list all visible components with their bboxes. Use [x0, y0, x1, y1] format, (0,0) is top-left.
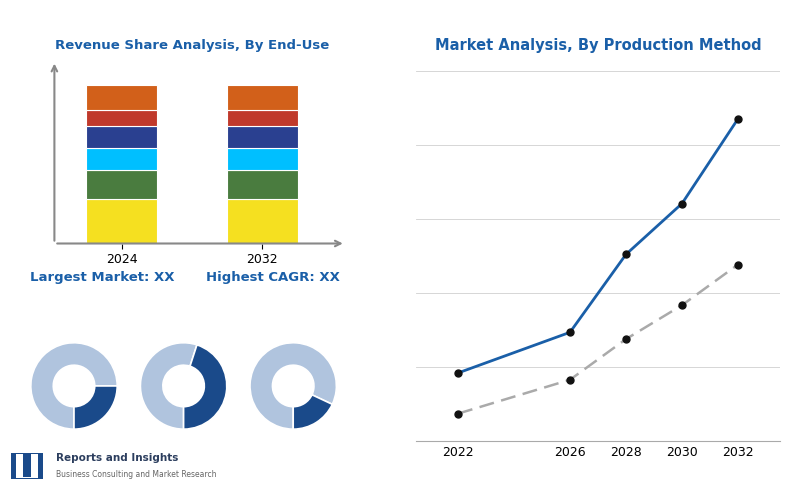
Text: Largest Market: XX: Largest Market: XX — [30, 271, 174, 283]
Bar — [86, 85, 157, 110]
Bar — [16, 453, 38, 478]
Wedge shape — [183, 345, 226, 429]
Wedge shape — [293, 395, 332, 429]
Bar — [86, 126, 157, 148]
Bar — [23, 454, 31, 477]
Text: GLOBAL N-BUTYLENE OXIDE 1,2 MARKET SEGMENT ANALYSIS: GLOBAL N-BUTYLENE OXIDE 1,2 MARKET SEGME… — [12, 18, 517, 33]
Text: Highest CAGR: XX: Highest CAGR: XX — [206, 271, 340, 283]
Text: Reports and Insights: Reports and Insights — [56, 453, 178, 463]
Bar — [86, 110, 157, 126]
Bar — [227, 148, 298, 170]
Wedge shape — [141, 343, 197, 429]
Bar — [11, 453, 43, 479]
Bar — [86, 148, 157, 170]
Title: Market Analysis, By Production Method: Market Analysis, By Production Method — [434, 38, 762, 53]
Wedge shape — [250, 343, 336, 429]
Bar — [86, 199, 157, 244]
Bar — [227, 170, 298, 199]
Bar — [86, 170, 157, 199]
Bar — [227, 126, 298, 148]
Text: Business Consulting and Market Research: Business Consulting and Market Research — [56, 470, 217, 479]
Bar — [227, 85, 298, 110]
Wedge shape — [74, 386, 118, 429]
Bar — [227, 110, 298, 126]
Bar — [227, 199, 298, 244]
Wedge shape — [31, 343, 118, 429]
Title: Revenue Share Analysis, By End-Use: Revenue Share Analysis, By End-Use — [55, 39, 329, 52]
